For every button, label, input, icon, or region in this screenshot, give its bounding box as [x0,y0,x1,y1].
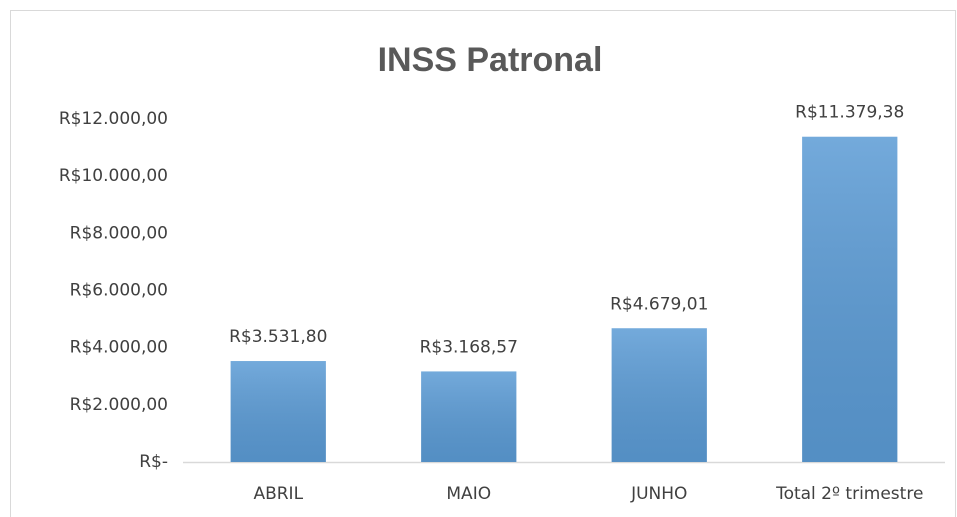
y-tick-label: R$12.000,00 [59,109,168,129]
y-tick-label: R$- [139,452,168,472]
chart-title: INSS Patronal [378,41,603,79]
y-tick-label: R$6.000,00 [70,281,168,301]
x-tick-label: ABRIL [253,484,303,504]
bar-shade [611,328,707,462]
x-tick-label: MAIO [446,484,491,504]
y-tick-label: R$10.000,00 [59,166,168,186]
y-tick-label: R$8.000,00 [70,223,168,243]
bar-shade [230,361,326,462]
data-label: R$11.379,38 [795,103,904,123]
bar-shade [421,371,517,462]
x-tick-label: JUNHO [630,484,687,504]
data-label: R$4.679,01 [610,294,708,314]
data-label: R$3.531,80 [229,327,327,347]
bar-shade [802,136,898,463]
y-tick-label: R$4.000,00 [70,338,168,358]
y-tick-label: R$2.000,00 [70,395,168,415]
x-tick-label: Total 2º trimestre [775,484,923,504]
data-label: R$3.168,57 [420,337,518,357]
